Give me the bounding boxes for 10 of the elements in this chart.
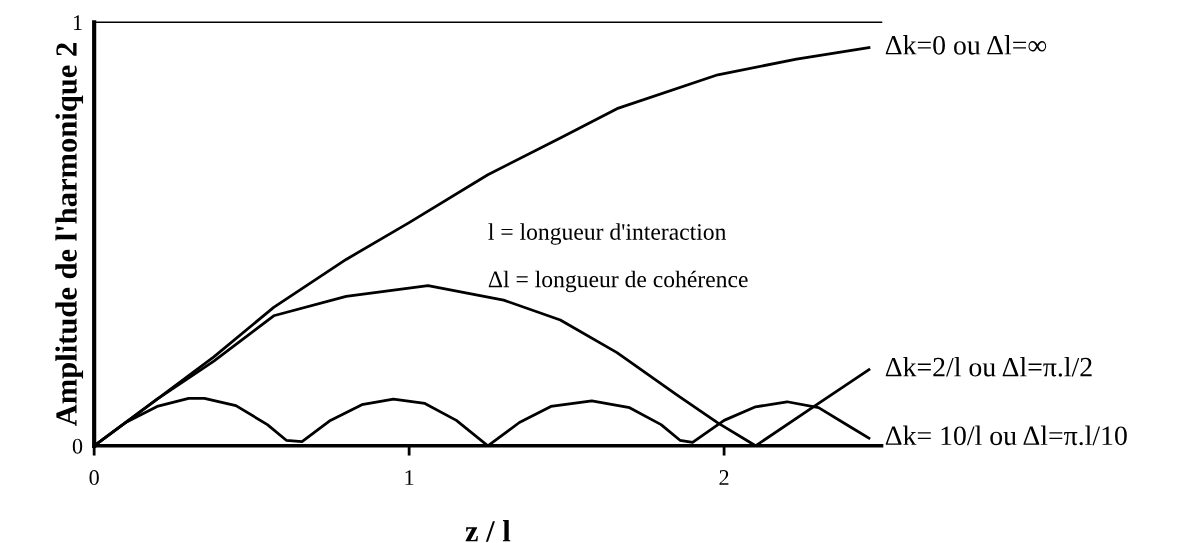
annotation: l = longueur d'interaction bbox=[488, 223, 727, 245]
x-tick-label: 0 bbox=[89, 470, 99, 486]
annotation: Δl = longueur de cohérence bbox=[488, 270, 748, 293]
series-label: Δk=0 ou Δl=∞ bbox=[885, 35, 1047, 55]
x-tick-label: 2 bbox=[719, 470, 729, 485]
y-axis-title: Amplitude de l'harmonique 2 bbox=[55, 43, 84, 426]
x-axis-title: z / l bbox=[465, 520, 511, 542]
series-label: Δk=2/l ou Δl=π.l/2 bbox=[885, 356, 1092, 377]
series-label: Δk= 10/l ou Δl=π.l/10 bbox=[885, 425, 1127, 446]
x-tick-label: 1 bbox=[405, 470, 414, 485]
